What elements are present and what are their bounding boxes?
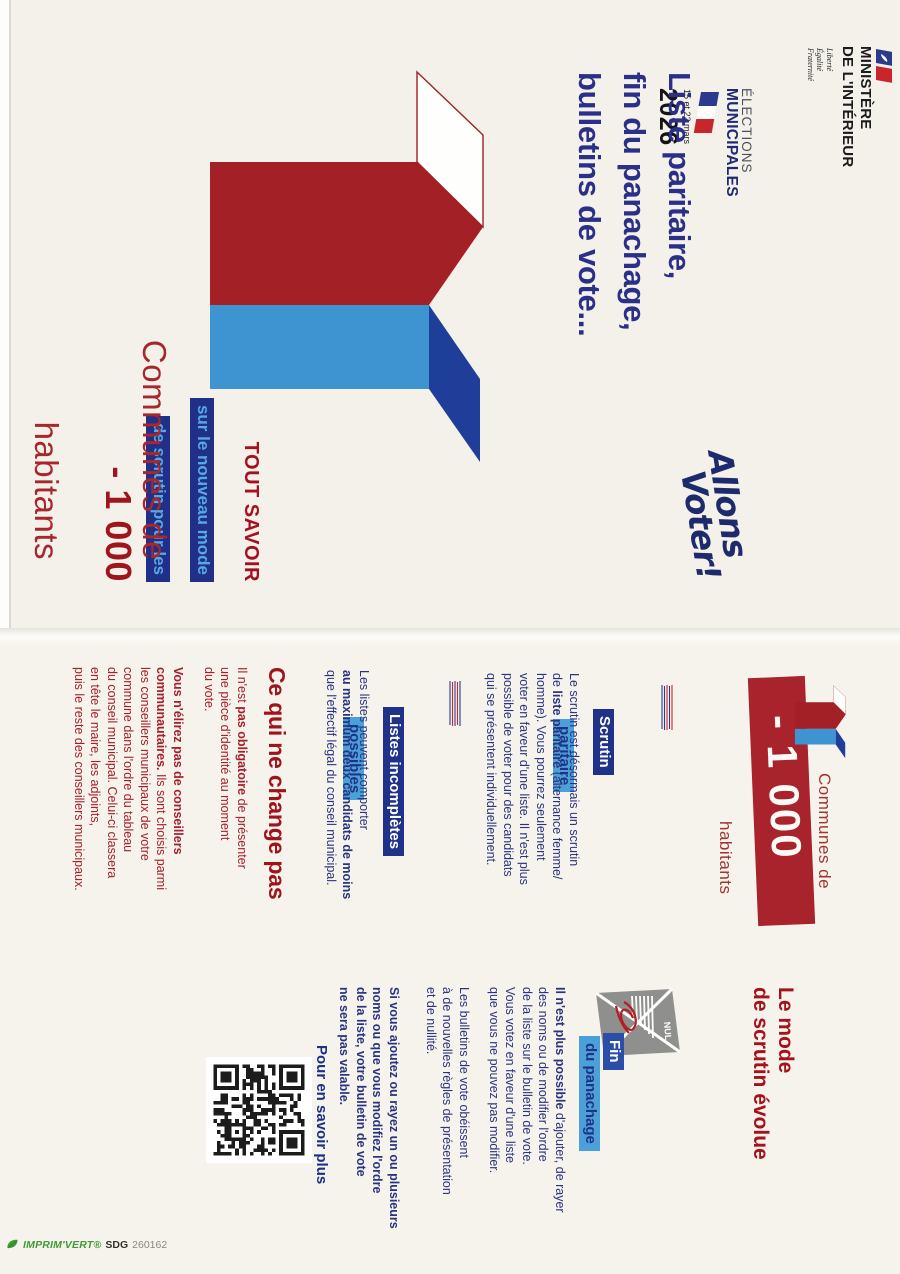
fin-paragraph-1: Il n'est plus possible d'ajouter, de ray…: [487, 987, 567, 1213]
imprim-vert-label: IMPRIM'VERT®: [23, 1238, 102, 1251]
label-scrutin: Scrutin: [593, 709, 614, 775]
sdg-label: SDG: [105, 1238, 129, 1251]
tricolor-flag-icon: [693, 92, 719, 133]
hatched-flag-icon: [449, 681, 461, 726]
mini-ballot-box-icon: [794, 685, 846, 759]
svg-text:NUL: NUL: [662, 1021, 673, 1041]
communes-block: Communes de - 1 000 habitants: [28, 260, 208, 582]
scan-edge-line: [9, 0, 11, 630]
tout-savoir-heading: TOUT SAVOIR: [240, 441, 262, 582]
mode-scrutin-heading: Le mode de scrutin évolue: [749, 987, 797, 1160]
label-du-panachage: du panachage: [579, 1036, 600, 1151]
header-communes-de: Communes de: [815, 773, 834, 890]
print-number: 260162: [132, 1238, 168, 1251]
scan-edge: [0, 0, 9, 630]
pour-en-savoir-plus-label: Pour en savoir plus: [313, 1045, 330, 1185]
qr-code: [206, 1057, 312, 1163]
fin-paragraph-2: Les bulletins de vote obéissent à de nou…: [424, 987, 471, 1195]
change-paragraph-2: Vous n'élirez pas de conseillers communa…: [72, 667, 185, 891]
hatched-flag-icon: [661, 685, 673, 730]
label-listes-incompletes: Listes incomplètes: [383, 707, 404, 857]
flyer-content-page: Communes de - 1 000 habitants Le mode de…: [0, 645, 900, 1274]
page-seam: [0, 628, 900, 646]
fin-paragraph-3: Si vous ajoutez ou rayez un ou plusieurs…: [337, 987, 402, 1229]
communes-line3: habitants: [28, 421, 65, 560]
ministry-flag-mark: [876, 49, 892, 83]
print-certification-footer: IMPRIM'VERT® SDG 260162: [6, 1238, 167, 1251]
header-habitants: habitants: [716, 821, 735, 895]
communes-value: - 1 000: [98, 466, 139, 582]
change-heading: Ce qui ne change pas: [264, 667, 290, 900]
change-paragraph-1: Il n'est pas obligatoire de présenter un…: [202, 667, 249, 869]
listes-paragraph: Les listes peuvent comporter au maximum …: [324, 670, 371, 900]
label-fin: Fin: [603, 1033, 624, 1070]
scrutin-paragraph: Le scrutin est désormais un scrutin de l…: [484, 673, 582, 885]
flyer-cover-page: MINISTÈRE DE L'INTÉRIEUR Liberté Égalité…: [0, 0, 900, 630]
leaf-icon: [7, 1239, 18, 1249]
communes-line1: Communes de: [136, 339, 173, 560]
